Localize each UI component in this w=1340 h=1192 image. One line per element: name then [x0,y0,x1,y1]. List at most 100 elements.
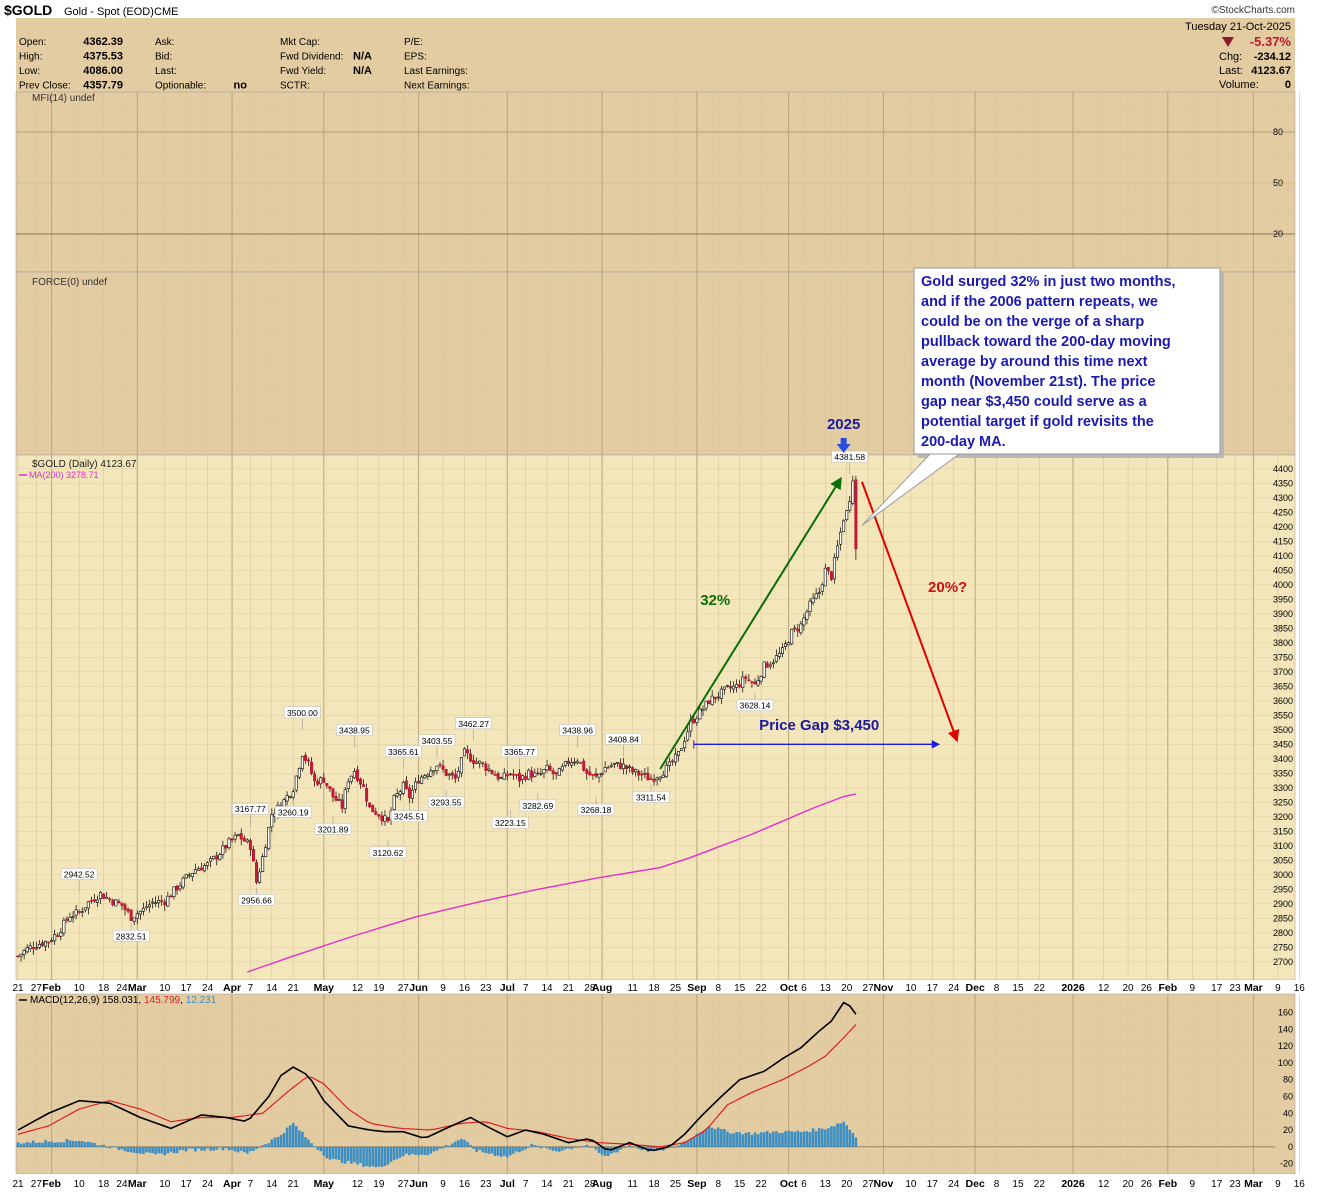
candle-body [215,855,219,860]
price-callout: 3245.51 [391,803,428,822]
candle [123,902,127,916]
macd-histogram-bar [368,1146,371,1167]
candle [466,745,470,759]
candle-body [466,749,470,754]
x-tick: Oct [780,1178,798,1190]
candle-body [322,777,326,783]
macd-tick: 120 [1278,1041,1293,1051]
note-line: Gold surged 32% in just two months, [921,274,1176,290]
candle-body [450,772,454,776]
candle [258,868,262,884]
candle-body [661,774,665,778]
x-tick: 17 [181,1179,193,1190]
macd-histogram-bar [160,1146,164,1154]
candle [435,765,439,775]
candle [780,643,784,658]
candle [817,587,821,600]
x-tick: 18 [649,1179,661,1190]
candle [848,496,852,513]
price-tick: 3800 [1273,638,1293,648]
macd-histogram-bar [594,1146,598,1150]
macd-histogram-bar [634,1146,638,1148]
candle [383,810,387,826]
candle-body [395,793,399,797]
note-line: gap near $3,450 could serve as a [921,394,1148,410]
header-panel [16,18,1295,92]
candle-body [738,684,742,687]
price-callout: 3500.00 [284,706,321,730]
year-label: 2025 [827,416,860,433]
candle [597,773,601,783]
candle [677,751,681,762]
candle [151,897,155,909]
candle [362,779,366,788]
price-callout: 3282.69 [519,792,557,812]
x-tick: 11 [627,1179,638,1190]
candle-body [750,681,754,684]
candle-body [447,773,451,776]
ma-legend: MA(200) 3278.71 [29,470,99,480]
macd-histogram-bar [735,1132,738,1147]
macd-histogram-bar [417,1146,420,1156]
x-tick: 13 [820,983,832,994]
callout-label: 3365.77 [504,747,535,757]
candle [719,685,723,705]
macd-histogram-bar [337,1146,341,1160]
price-tick: 3300 [1273,783,1293,793]
candle [426,773,430,780]
candle-body [811,597,815,604]
price-tick: 3350 [1273,768,1293,778]
candle [331,788,335,803]
candle [762,661,766,679]
x-tick: 23 [1230,983,1242,994]
x-tick: 10 [74,1179,86,1190]
macd-histogram-bar [236,1146,240,1153]
chg-label: Chg: [1219,51,1242,63]
macd-histogram-bar [175,1146,179,1154]
quote-label: Low: [19,66,40,77]
x-axis-strip-bottom [16,1174,1295,1190]
macd-histogram-bar [842,1121,845,1147]
candle-body [374,811,378,815]
candle-body [658,776,662,780]
x-tick: 10 [74,983,86,994]
macd-histogram-bar [805,1131,809,1147]
macd-histogram-bar [197,1146,200,1149]
exchange: CME [154,6,178,18]
candle [117,898,121,904]
x-tick: 10 [905,1179,917,1190]
fall-arrow [861,481,960,743]
candle-body [735,684,739,688]
candle [551,767,555,780]
macd-histogram-bar [680,1143,683,1147]
macd-histogram-bar [796,1130,800,1147]
candle-body [358,778,362,785]
candle-body [429,770,433,777]
macd-histogram-bar [426,1146,430,1156]
macd-histogram-bar [59,1142,63,1147]
down-triangle-icon [1222,37,1234,47]
candle [239,828,243,846]
macd-histogram-bar [762,1132,766,1147]
candle-body [267,827,271,849]
force-title: FORCE(0) undef [32,277,107,288]
macd-histogram-bar [756,1134,760,1147]
candle-body [365,788,369,802]
candle-body [499,777,503,780]
callout-label: 3167.77 [235,804,266,814]
candle-body [28,945,32,949]
candle [527,768,531,781]
candle [811,593,815,606]
candle [490,769,494,775]
candle [637,769,641,781]
candle-body [832,557,836,580]
candle [429,766,433,778]
x-tick: 27 [863,1179,875,1190]
candle [487,764,491,773]
candle-body [258,871,262,883]
x-tick: 28 [584,983,596,994]
macd-histogram-bar [450,1143,454,1147]
x-tick: 21 [563,983,575,994]
candle [802,613,806,631]
candle-body [456,771,460,778]
